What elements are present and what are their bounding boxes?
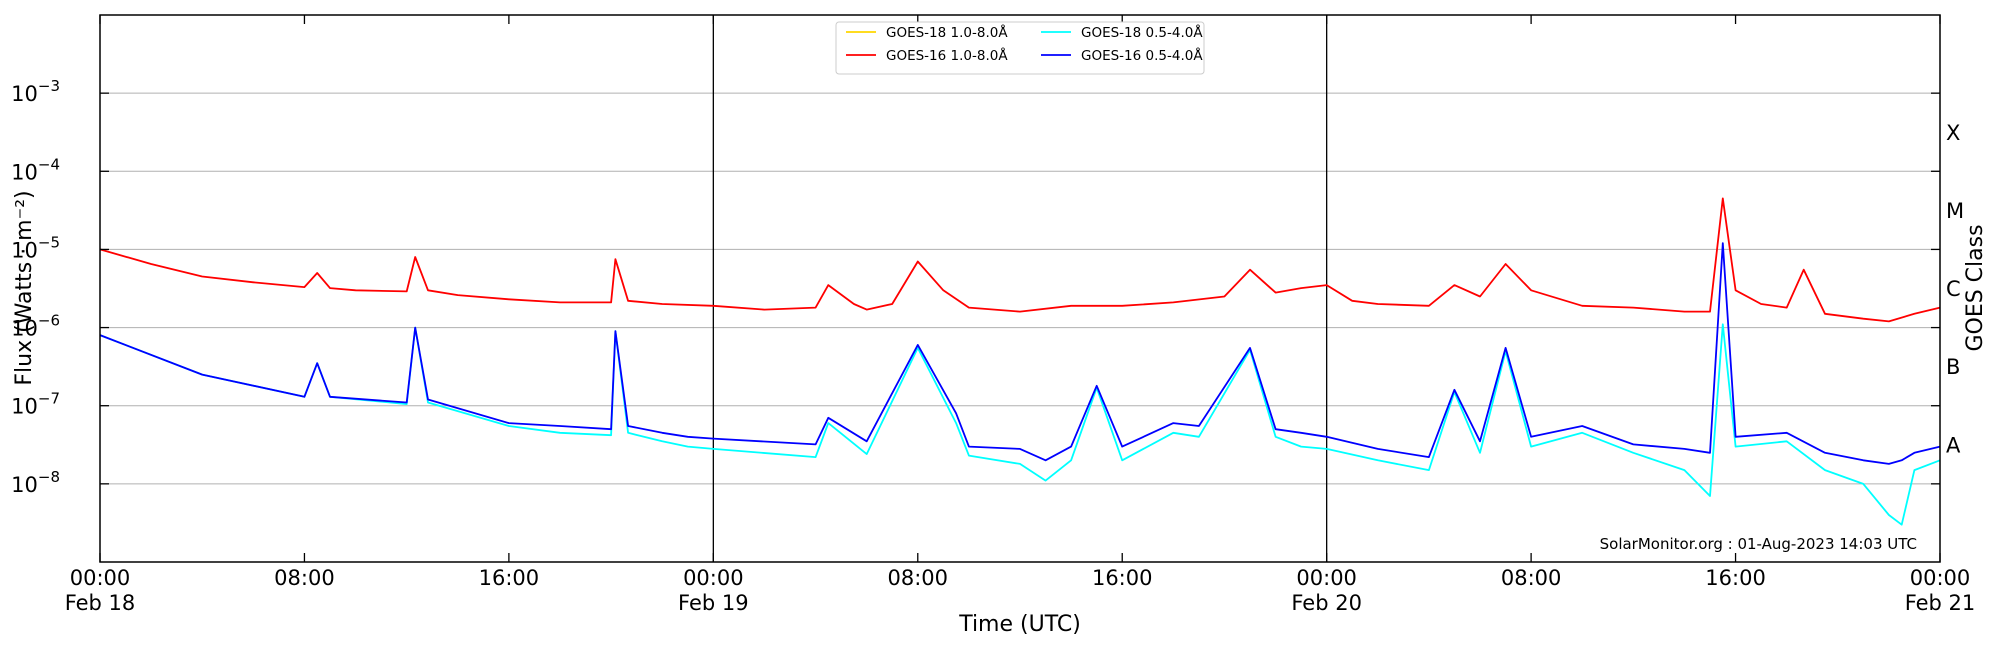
- x-tick-date-label: Feb 21: [1905, 591, 1976, 615]
- goes-class-label: B: [1946, 355, 1960, 379]
- axis-ticks: [99, 15, 1941, 562]
- gridlines: [100, 92, 1940, 485]
- legend-label: GOES-18 1.0-8.0Å: [886, 24, 1008, 41]
- series-line: [99, 197, 1941, 323]
- y-tick-exponent: −6: [38, 312, 60, 330]
- legend-box: [835, 21, 1205, 75]
- goes-class-labels: A B C M X: [1946, 121, 1964, 458]
- day-boundary-lines: [712, 15, 1328, 562]
- legend: GOES-18 1.0-8.0Å GOES-18 0.5-4.0Å GOES-16 …: [835, 21, 1205, 75]
- goes-class-label: C: [1946, 277, 1961, 301]
- x-tick-label: 16:00: [479, 566, 540, 590]
- y-tick-exponent: −7: [38, 390, 60, 408]
- y-tick-exponent: −3: [38, 77, 60, 95]
- goes-class-label: M: [1946, 199, 1964, 223]
- x-tick-label: 00:00: [1296, 566, 1357, 590]
- x-tick-label: 16:00: [1705, 566, 1766, 590]
- goes-class-label: A: [1946, 433, 1961, 457]
- series-line: [99, 242, 1941, 465]
- y-tick-exponent: −5: [38, 233, 60, 251]
- x-tick-label: 08:00: [274, 566, 335, 590]
- x-tick-label: 08:00: [888, 566, 949, 590]
- x-tick-label: 00:00: [1910, 566, 1971, 590]
- x-tick-label: 08:00: [1501, 566, 1562, 590]
- plot-frame: [99, 14, 1941, 563]
- y-tick-label: 10−7: [11, 390, 60, 419]
- legend-label: GOES-18 0.5-4.0Å: [1081, 24, 1203, 41]
- credit-text: SolarMonitor.org : 01-Aug-2023 14:03 UTC: [1600, 535, 1917, 553]
- x-tick-label: 00:00: [683, 566, 744, 590]
- legend-label: GOES-16 0.5-4.0Å: [1081, 47, 1203, 64]
- series-lines: [99, 197, 1941, 526]
- x-tick-label: 16:00: [1092, 566, 1153, 590]
- x-tick-date-label: Feb 18: [65, 591, 136, 615]
- legend-label: GOES-16 1.0-8.0Å: [886, 47, 1008, 64]
- right-axis-title: GOES Class: [1963, 224, 1988, 351]
- series-line: [99, 323, 1941, 526]
- x-axis-title: Time (UTC): [958, 612, 1081, 637]
- y-axis-title: Flux (Watts · m⁻²): [12, 190, 37, 385]
- goes-class-label: X: [1946, 121, 1960, 145]
- y-tick-exponent: −8: [38, 468, 60, 486]
- y-tick-exponent: −4: [38, 155, 60, 173]
- x-tick-date-label: Feb 20: [1291, 591, 1362, 615]
- y-tick-label: 10−3: [11, 77, 60, 106]
- x-tick-label: 00:00: [70, 566, 131, 590]
- x-tick-date-label: Feb 19: [678, 591, 749, 615]
